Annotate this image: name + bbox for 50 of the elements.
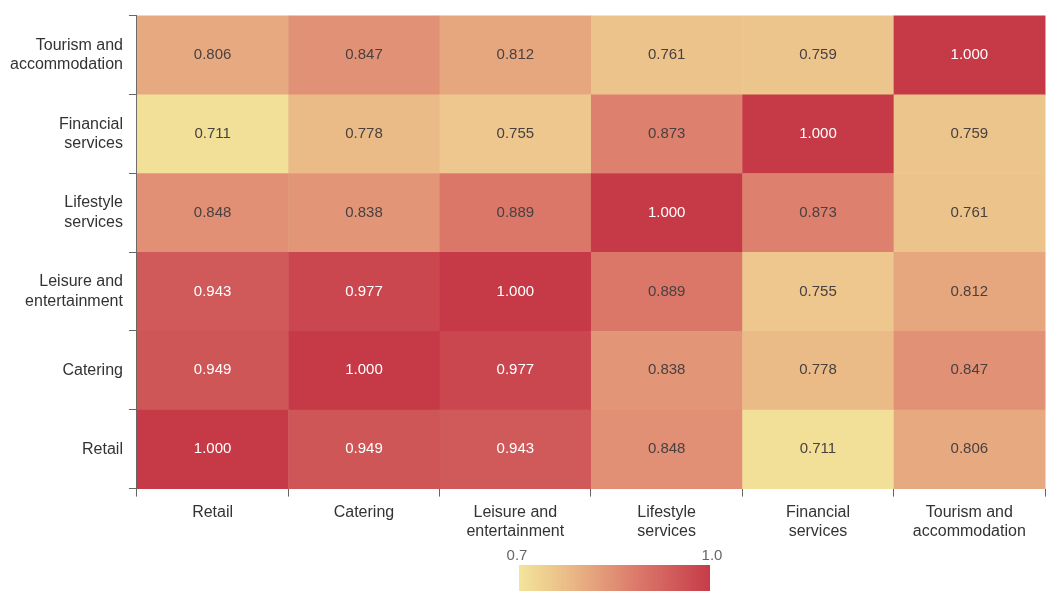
data-label: 1.000 [647, 202, 686, 220]
x-tick-label: Tourism and accommodation [912, 502, 1026, 539]
y-tick-label: Leisure and entertainment [25, 272, 124, 309]
data-label: 0.812 [950, 281, 989, 299]
data-label: 0.838 [345, 202, 383, 220]
data-label: 0.847 [345, 45, 383, 63]
x-tick-label: Catering [333, 502, 395, 520]
data-label: 0.943 [193, 281, 232, 299]
data-label: 0.755 [496, 123, 535, 141]
data-label: 0.711 [194, 123, 231, 141]
data-label: 0.847 [950, 360, 989, 378]
x-tick-label: Financial services [785, 502, 850, 539]
data-label: 0.848 [647, 439, 686, 457]
data-label: 0.838 [647, 360, 686, 378]
data-label: 0.812 [496, 45, 535, 63]
data-label: 0.761 [950, 202, 989, 220]
data-label: 0.759 [950, 123, 989, 141]
data-label: 0.889 [496, 202, 535, 220]
data-label: 0.755 [799, 281, 837, 299]
y-tick-label: Tourism and accommodation [9, 35, 123, 73]
data-label: 0.761 [647, 45, 686, 63]
data-label: 0.806 [950, 439, 989, 457]
color-bar-label: 0.7 [506, 545, 528, 563]
color-bar-label: 1.0 [701, 545, 723, 563]
y-tick-label: Financial services [58, 114, 123, 151]
data-label: 1.000 [496, 281, 535, 299]
data-label: 0.977 [345, 281, 383, 299]
x-tick-label: Leisure and entertainment [466, 502, 565, 539]
data-label: 0.848 [193, 202, 232, 220]
data-label: 0.778 [345, 123, 383, 141]
data-label: 0.949 [193, 360, 232, 378]
data-label: 0.977 [496, 360, 535, 378]
data-label: 0.873 [647, 123, 686, 141]
y-tick-label: Lifestyle services [64, 193, 124, 230]
data-label: 0.873 [799, 202, 837, 220]
data-label: 0.806 [193, 45, 232, 63]
data-label: 1.000 [345, 360, 383, 378]
x-tick-label: Lifestyle services [637, 502, 697, 539]
y-tick-label: Catering [62, 360, 123, 378]
data-label: 0.889 [647, 281, 686, 299]
data-label: 1.000 [950, 45, 989, 63]
data-label: 1.000 [193, 439, 232, 457]
data-label: 0.759 [799, 45, 837, 63]
data-label: 0.778 [799, 360, 837, 378]
data-label: 1.000 [799, 123, 837, 141]
y-tick-label: Retail [82, 439, 123, 457]
data-label: 0.949 [345, 439, 383, 457]
x-tick-label: Retail [192, 502, 234, 520]
data-label: 0.711 [799, 439, 837, 457]
data-label: 0.943 [496, 439, 535, 457]
